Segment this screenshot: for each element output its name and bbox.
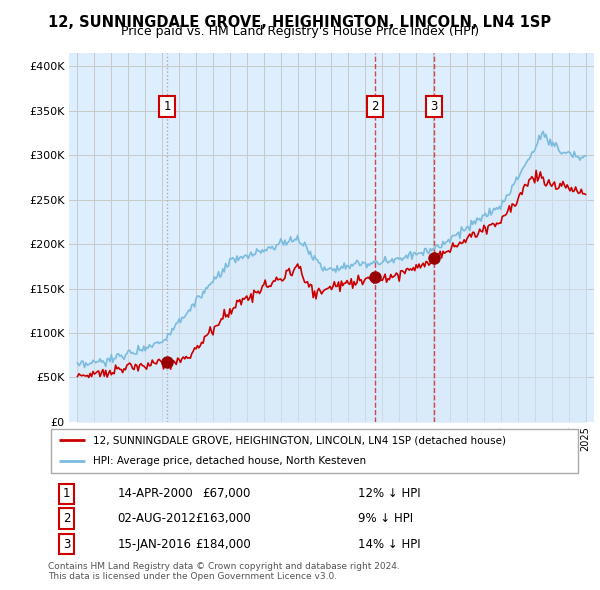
Text: 12, SUNNINGDALE GROVE, HEIGHINGTON, LINCOLN, LN4 1SP (detached house): 12, SUNNINGDALE GROVE, HEIGHINGTON, LINC… <box>94 435 506 445</box>
Text: 3: 3 <box>63 537 70 550</box>
Text: 15-JAN-2016: 15-JAN-2016 <box>118 537 191 550</box>
Text: £163,000: £163,000 <box>195 512 251 525</box>
Text: 1: 1 <box>63 487 70 500</box>
Text: 12% ↓ HPI: 12% ↓ HPI <box>358 487 421 500</box>
Text: 2: 2 <box>371 100 379 113</box>
Text: £67,000: £67,000 <box>203 487 251 500</box>
Text: 1: 1 <box>163 100 171 113</box>
Text: Contains HM Land Registry data © Crown copyright and database right 2024.: Contains HM Land Registry data © Crown c… <box>48 562 400 571</box>
Text: 14-APR-2000: 14-APR-2000 <box>118 487 193 500</box>
Text: 14% ↓ HPI: 14% ↓ HPI <box>358 537 421 550</box>
Text: 12, SUNNINGDALE GROVE, HEIGHINGTON, LINCOLN, LN4 1SP: 12, SUNNINGDALE GROVE, HEIGHINGTON, LINC… <box>49 15 551 30</box>
Text: Price paid vs. HM Land Registry's House Price Index (HPI): Price paid vs. HM Land Registry's House … <box>121 25 479 38</box>
FancyBboxPatch shape <box>50 429 578 473</box>
Text: £184,000: £184,000 <box>195 537 251 550</box>
Text: This data is licensed under the Open Government Licence v3.0.: This data is licensed under the Open Gov… <box>48 572 337 581</box>
Text: 2: 2 <box>63 512 70 525</box>
Text: 3: 3 <box>430 100 437 113</box>
Text: 02-AUG-2012: 02-AUG-2012 <box>118 512 196 525</box>
Text: 9% ↓ HPI: 9% ↓ HPI <box>358 512 413 525</box>
Text: HPI: Average price, detached house, North Kesteven: HPI: Average price, detached house, Nort… <box>94 457 367 467</box>
